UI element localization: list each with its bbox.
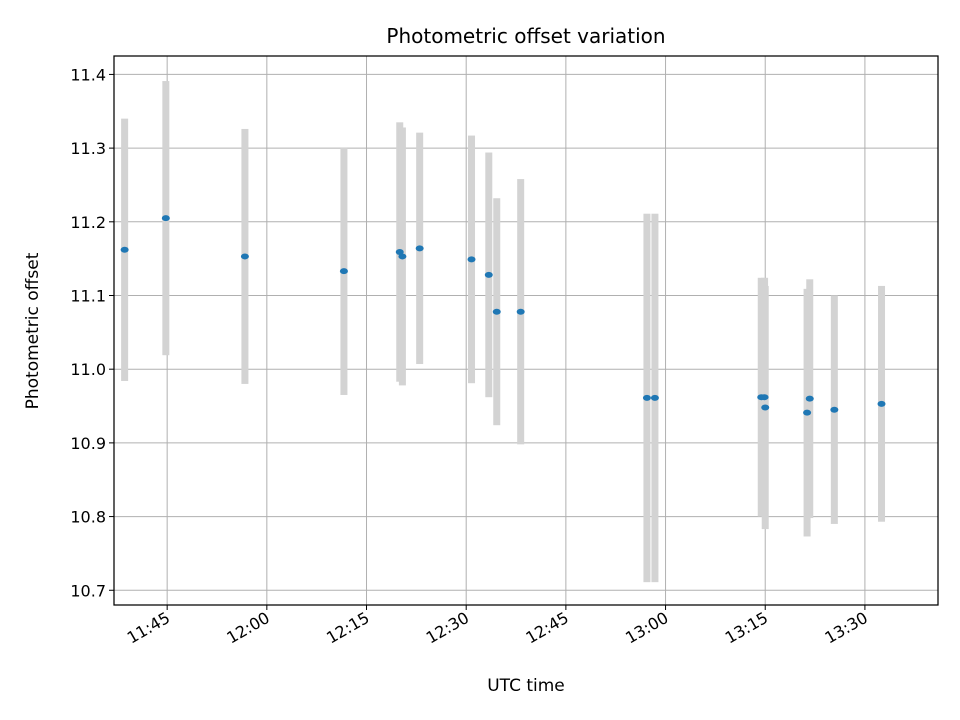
- data-point: [805, 395, 814, 402]
- data-point: [516, 308, 525, 315]
- grid: [114, 56, 938, 605]
- y-tick-label: 11.1: [70, 286, 106, 305]
- y-tick-label: 10.7: [70, 581, 106, 600]
- data-point: [339, 268, 348, 275]
- data-point: [830, 406, 839, 413]
- data-point: [120, 246, 129, 253]
- data-point: [877, 400, 886, 407]
- data-point: [484, 271, 493, 278]
- data-points: [120, 215, 886, 416]
- y-tick-label: 10.9: [70, 434, 106, 453]
- data-point: [398, 253, 407, 260]
- plot-frame: [113, 55, 939, 606]
- y-tick-label: 10.8: [70, 508, 106, 527]
- data-point: [161, 215, 170, 222]
- data-point: [760, 394, 769, 401]
- y-axis-label: Photometric offset: [23, 252, 43, 409]
- x-axis-label: UTC time: [487, 676, 565, 696]
- data-point: [467, 256, 476, 263]
- data-point: [240, 253, 249, 260]
- data-point: [642, 394, 651, 401]
- y-tick-label: 11.3: [70, 139, 106, 158]
- data-point: [415, 245, 424, 252]
- data-point: [803, 409, 812, 416]
- y-tick-label: 11.0: [70, 360, 106, 379]
- y-tick-label: 11.2: [70, 213, 106, 232]
- data-point: [492, 308, 501, 315]
- data-point: [761, 404, 770, 411]
- data-point: [650, 394, 659, 401]
- y-tick-label: 11.4: [70, 65, 106, 84]
- chart-title: Photometric offset variation: [386, 24, 665, 48]
